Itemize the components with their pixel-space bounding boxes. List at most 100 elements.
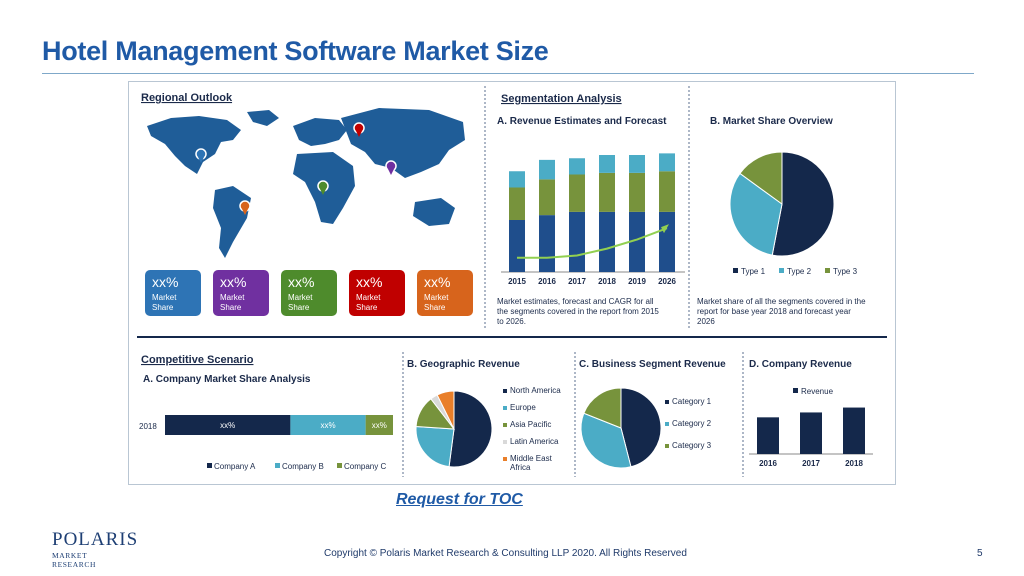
revenue-caption-line-2: the segments covered in the report from … (497, 307, 659, 316)
legend-label: Europe (510, 403, 536, 412)
legend-swatch (337, 463, 342, 468)
legend-label: Type 3 (833, 267, 858, 276)
request-toc-link[interactable]: Request for TOC (396, 491, 523, 508)
share-caption-line-3: 2026 (697, 317, 715, 326)
revenue-forecast-chart: 2015 2016 2017 2018 2019 2026 (501, 153, 685, 286)
page-number: 5 (977, 548, 983, 559)
region-card-bg (417, 270, 473, 316)
legend-swatch (503, 423, 507, 427)
legend-swatch (665, 400, 669, 404)
legend-label: Africa (510, 463, 531, 472)
geo-revenue-slice (415, 425, 455, 468)
revenue-forecast-title: A. Revenue Estimates and Forecast (497, 116, 667, 127)
logo-sub-text: MARKET RESEARCH (52, 551, 96, 569)
revenue-bar-segment (599, 211, 615, 272)
geo-revenue-pie (415, 390, 493, 468)
revenue-bar-segment (569, 174, 585, 212)
geo-revenue-title: B. Geographic Revenue (407, 359, 520, 370)
revenue-tick-label: 2019 (628, 277, 646, 286)
legend-swatch (825, 268, 830, 273)
revenue-bar-segment (539, 215, 555, 272)
legend-label: Company C (344, 462, 386, 471)
map-north-america (147, 116, 241, 174)
region-card-label: Market (424, 293, 449, 302)
map-europe (293, 118, 347, 146)
revenue-trend-line (517, 227, 668, 259)
revenue-bar-segment (509, 220, 525, 272)
legend-swatch (503, 457, 507, 461)
business-segment-slice (620, 387, 662, 468)
legend-swatch (503, 406, 507, 410)
copyright-text: Copyright © Polaris Market Research & Co… (324, 548, 687, 559)
region-card-label: Market (220, 293, 245, 302)
legend-swatch (793, 388, 798, 393)
legend-swatch (503, 440, 507, 444)
region-card-value: xx% (220, 274, 246, 290)
legend-label: Category 3 (672, 441, 712, 450)
company-revenue-chart: Revenue 2016 2017 2018 (749, 387, 873, 468)
company-revenue-tick-label: 2016 (759, 459, 777, 468)
region-card-label: Share (220, 303, 242, 312)
revenue-bar-segment (659, 153, 675, 172)
company-share-title: A. Company Market Share Analysis (143, 374, 311, 385)
revenue-caption-line-3: to 2026. (497, 317, 526, 326)
revenue-tick-label: 2026 (658, 277, 676, 286)
legend-swatch (779, 268, 784, 273)
revenue-tick-label: 2015 (508, 277, 526, 286)
legend-swatch (503, 389, 507, 393)
region-card-value: xx% (356, 274, 382, 290)
market-share-pie (729, 151, 835, 257)
title-divider (42, 73, 974, 74)
geo-revenue-legend: North America Europe Asia Pacific Latin Ame… (503, 386, 561, 472)
revenue-bar-segment (659, 211, 675, 272)
revenue-bar-segment (509, 187, 525, 220)
legend-swatch (665, 444, 669, 448)
revenue-bar-segment (659, 171, 675, 212)
legend-label: Asia Pacific (510, 420, 551, 429)
company-bar-segment (290, 415, 366, 435)
logo-main-text: POLARIS (52, 529, 139, 550)
revenue-bar-segment (629, 211, 645, 272)
company-bar-segment (165, 415, 291, 435)
revenue-tick-label: 2017 (568, 277, 586, 286)
map-south-america (213, 186, 251, 258)
region-card-label: Share (152, 303, 174, 312)
company-share-chart: 2018 xx% xx% xx% Company A Company B Company C (139, 415, 393, 471)
geo-revenue-slice (448, 390, 493, 468)
market-share-legend: Type 1 Type 2 Type 3 (733, 267, 858, 276)
legend-swatch (733, 268, 738, 273)
business-segment-slice (583, 387, 622, 429)
legend-label: Company A (214, 462, 256, 471)
legend-swatch (665, 422, 669, 426)
revenue-bar-segment (599, 155, 615, 173)
region-card-value: xx% (424, 274, 450, 290)
region-card-label: Share (424, 303, 446, 312)
region-card-bg (349, 270, 405, 316)
region-card-value: xx% (288, 274, 314, 290)
region-card-label: Share (356, 303, 378, 312)
region-card-bg (145, 270, 201, 316)
legend-swatch (275, 463, 280, 468)
revenue-bar-segment (569, 211, 585, 272)
map-australia (413, 198, 455, 226)
revenue-bar-segment (539, 179, 555, 216)
company-revenue-bar (800, 412, 822, 454)
slide-title: Hotel Management Software Market Size (42, 36, 549, 66)
market-share-slice (729, 172, 783, 256)
legend-label: Middle East (510, 454, 553, 463)
share-caption-line-2: report for base year 2018 and forecast y… (697, 307, 851, 316)
region-card-label: Market (152, 293, 177, 302)
infographic-panel: Regional Outlook xx% Market Share xx% Market… (128, 81, 896, 485)
revenue-tick-label: 2016 (538, 277, 556, 286)
region-card-bg (281, 270, 337, 316)
polaris-logo: POLARIS MARKET RESEARCH (52, 529, 139, 569)
infographic-svg: Regional Outlook xx%MarketSharexx%Market… (137, 86, 887, 477)
revenue-bar-segment (539, 159, 555, 180)
map-pin-icon (239, 200, 251, 215)
map-greenland (247, 110, 279, 126)
share-caption-line-1: Market share of all the segments covered… (697, 297, 866, 306)
